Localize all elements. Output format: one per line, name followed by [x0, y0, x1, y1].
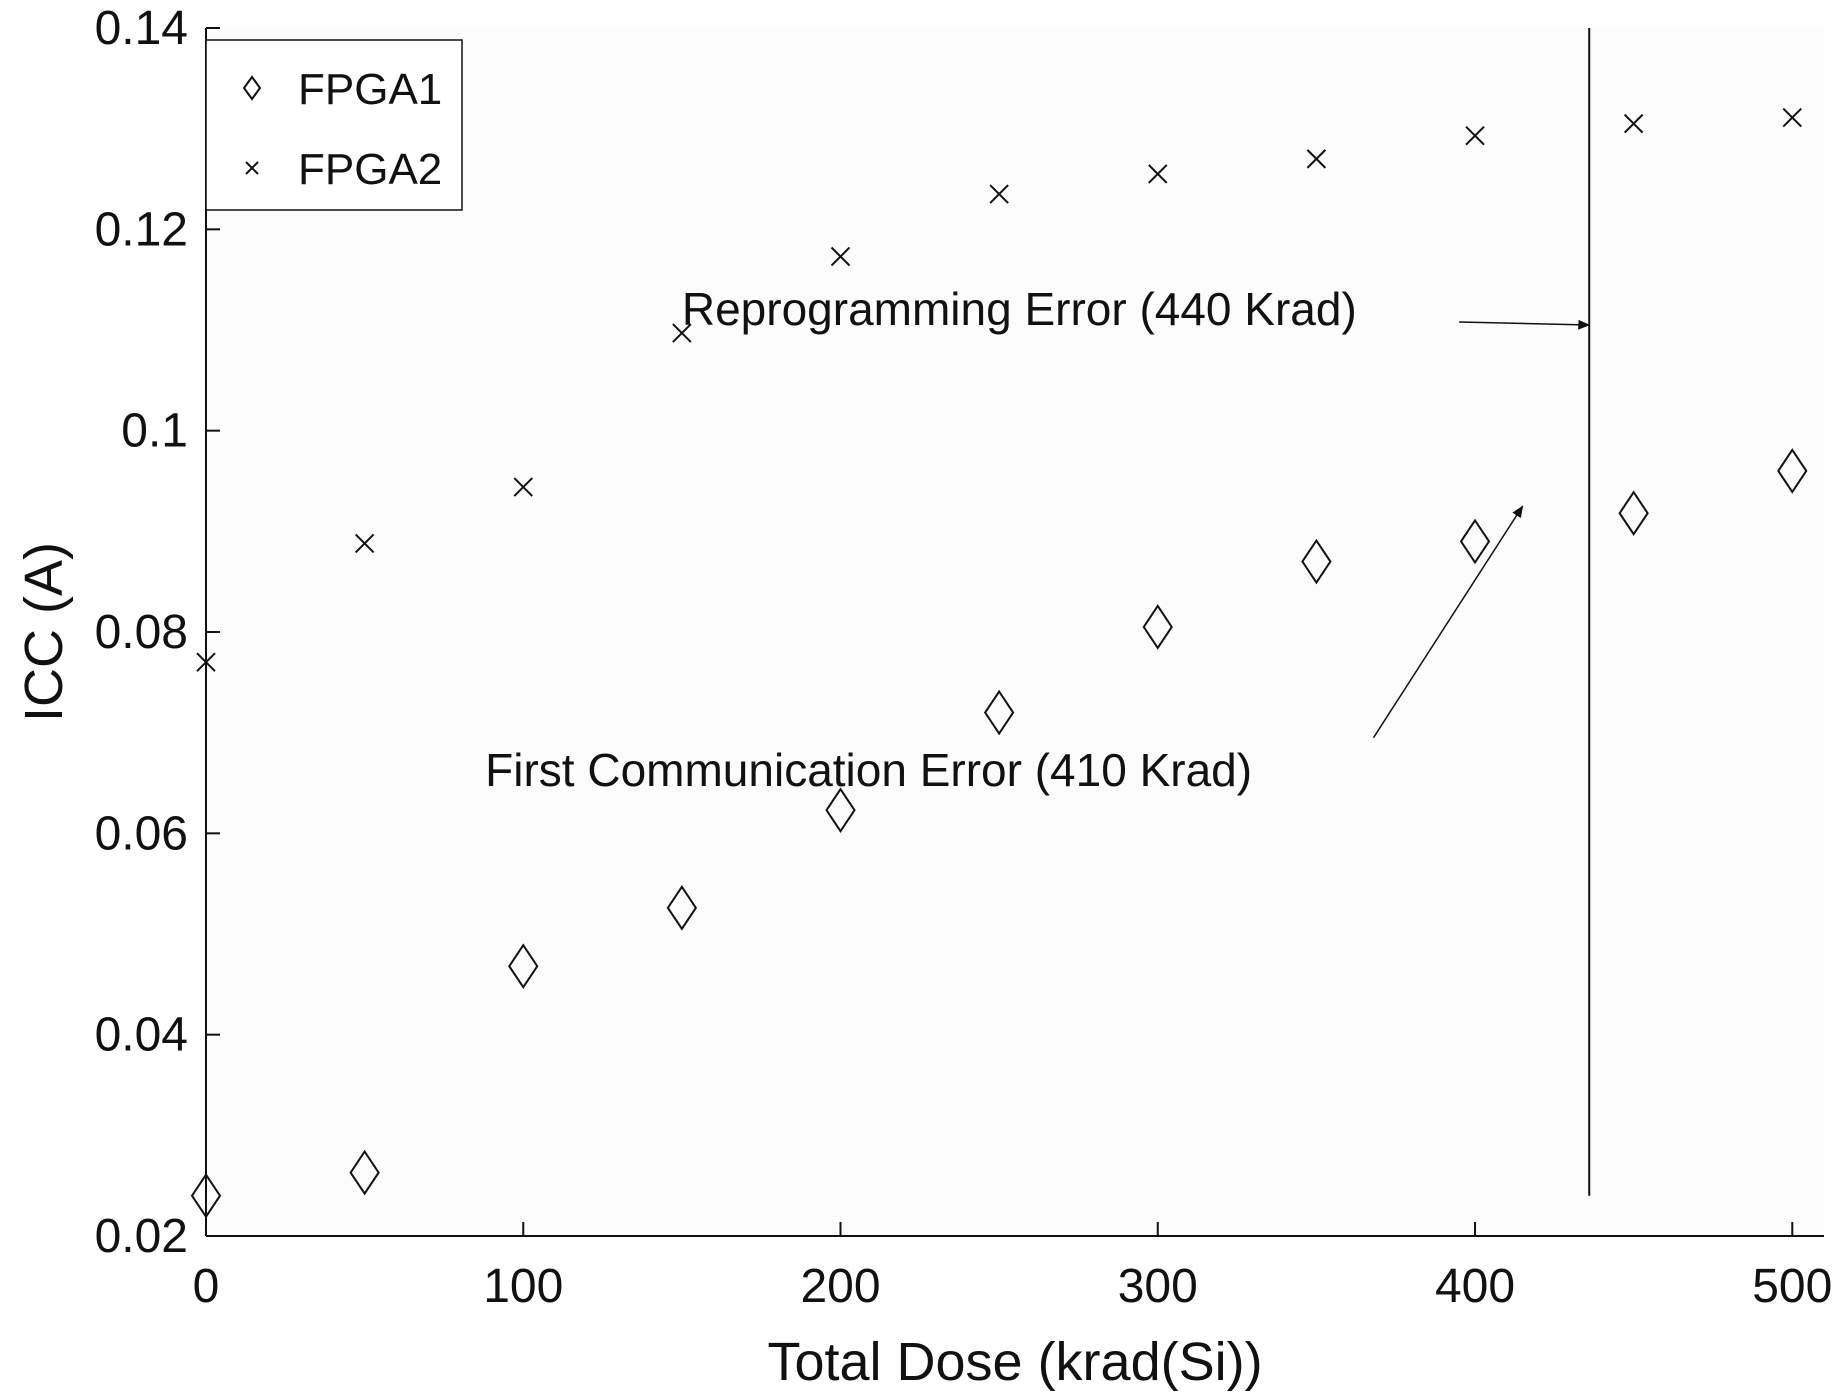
y-axis-title: ICC (A)	[14, 542, 74, 722]
x-tick-label: 400	[1435, 1260, 1515, 1313]
legend-marker-fpga1	[242, 75, 262, 101]
legend: FPGA1 FPGA2	[205, 39, 463, 211]
x-axis-title: Total Dose (krad(Si))	[767, 1332, 1262, 1392]
x-tick-label: 0	[193, 1260, 220, 1313]
fpga2-point	[672, 323, 692, 343]
first-communication-error-arrow	[1372, 505, 1524, 739]
first-communication-error-label: First Communication Error (410 Krad)	[485, 744, 1252, 796]
fpga1-point	[508, 943, 539, 990]
fpga1-point	[666, 885, 698, 931]
fpga2-point	[513, 477, 533, 497]
fpga1-point	[825, 787, 856, 833]
fpga1-point	[983, 689, 1015, 736]
x-tick-label: 200	[800, 1260, 880, 1313]
y-ticks: 0.02 0.04 0.06 0.08 0.1 0.12 0.14	[95, 2, 220, 1263]
x-ticks: 0 100 200 300 400 500	[193, 1222, 1832, 1313]
fpga1-point	[1301, 538, 1332, 585]
legend-label-fpga2: FPGA2	[298, 145, 442, 194]
x-tick-label: 100	[483, 1260, 563, 1313]
fpga1-point	[190, 1172, 222, 1219]
y-tick-label: 0.02	[95, 1210, 188, 1263]
fpga2-point	[1148, 164, 1168, 184]
reprogramming-error-label: Reprogramming Error (440 Krad)	[682, 283, 1357, 335]
fpga1-point	[1142, 604, 1173, 650]
annotations: Reprogramming Error (440 Krad) First Comm…	[485, 283, 1591, 796]
fpga1-point	[1777, 448, 1808, 494]
legend-marker-fpga2	[245, 161, 259, 175]
y-tick-label: 0.1	[121, 405, 188, 458]
fpga2-point	[989, 184, 1009, 204]
fpga1-point	[349, 1149, 380, 1196]
fpga1-point	[1459, 518, 1491, 565]
fpga2-point	[1465, 126, 1485, 146]
fpga2-point	[1782, 107, 1802, 128]
y-tick-label: 0.08	[95, 606, 188, 659]
plot-area	[206, 28, 1824, 1236]
legend-label-fpga1: FPGA1	[298, 65, 442, 114]
x-tick-label: 300	[1118, 1260, 1198, 1313]
y-tick-label: 0.06	[95, 807, 188, 860]
reprogramming-error-arrow	[1459, 319, 1591, 330]
fpga2-point	[1306, 149, 1327, 169]
y-tick-label: 0.14	[95, 2, 188, 55]
fpga2-point	[354, 533, 375, 554]
fpga1-point	[1618, 490, 1649, 537]
fpga2-point	[1623, 113, 1644, 134]
series-layer	[190, 107, 1808, 1219]
y-tick-label: 0.12	[95, 203, 188, 256]
x-tick-label: 500	[1752, 1260, 1832, 1313]
fpga2-point	[830, 246, 851, 267]
legend-entries: FPGA1 FPGA2	[242, 65, 442, 194]
fpga2-point	[196, 652, 216, 672]
legend-box	[205, 39, 463, 211]
y-tick-label: 0.04	[95, 1009, 188, 1062]
